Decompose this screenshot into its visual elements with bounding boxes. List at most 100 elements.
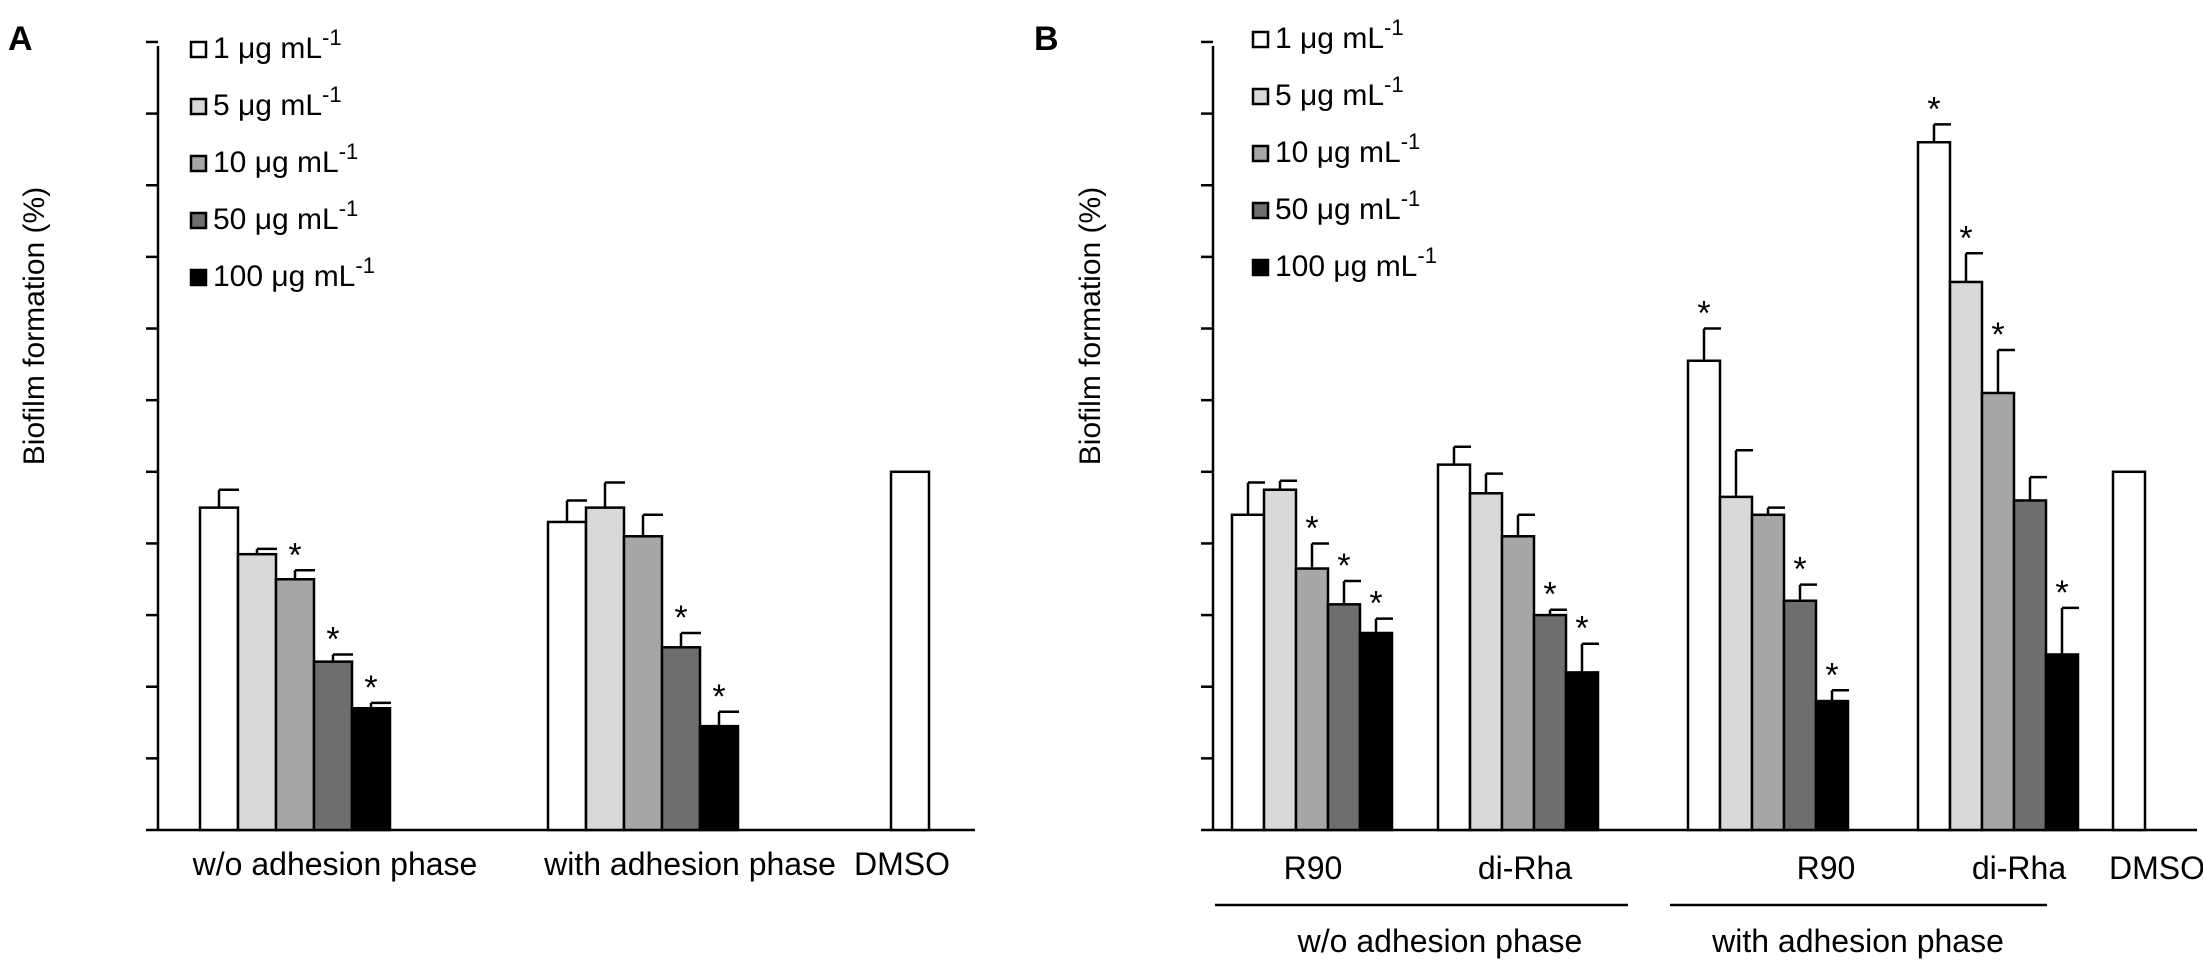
bar	[1532, 613, 1568, 832]
panel-a: A Biofilm formation (%) * * * * * 1 μg mL-1 5…	[8, 20, 975, 882]
bar	[1230, 513, 1266, 832]
y-ticks-b	[1201, 40, 1213, 832]
bar	[1750, 513, 1786, 832]
significance-star: *	[326, 620, 339, 658]
legend-label-superscript: -1	[339, 139, 359, 164]
bar	[236, 552, 278, 832]
bar	[1358, 631, 1394, 832]
panel-label-a: A	[8, 20, 33, 58]
legend-label: 1 μg mL-1	[213, 25, 342, 65]
significance-star: *	[1369, 585, 1382, 623]
bar	[622, 535, 664, 832]
legend-swatch	[1251, 30, 1270, 49]
legend-label-text: 100 μg mL	[213, 260, 355, 293]
bar	[584, 506, 626, 832]
panel-label-b: B	[1034, 20, 1059, 58]
y-axis-label-b: Biofilm formation (%)	[1074, 187, 1107, 465]
significance-star: *	[1793, 551, 1806, 589]
bar	[1686, 359, 1722, 832]
bracket-label: with adhesion phase	[1711, 923, 2004, 959]
legend-label: 100 μg mL-1	[1275, 243, 1437, 283]
legend-label-text: 10 μg mL	[1275, 136, 1401, 169]
legend-label: 50 μg mL-1	[213, 196, 358, 236]
bracket-label: w/o adhesion phase	[1297, 923, 1583, 959]
significance-star: *	[1991, 316, 2004, 354]
legend-label-superscript: -1	[1401, 129, 1421, 154]
bar	[274, 578, 316, 832]
group-label: di-Rha	[1972, 850, 2066, 886]
significance-star: *	[1305, 509, 1318, 547]
legend-swatch	[1251, 258, 1270, 277]
legend-label-text: 50 μg mL	[1275, 193, 1401, 226]
bar	[1500, 535, 1536, 832]
legend-swatch	[189, 97, 208, 116]
legend-label: 100 μg mL-1	[213, 253, 375, 293]
bar	[312, 660, 354, 832]
legend-label-superscript: -1	[339, 196, 359, 221]
significance-star: *	[288, 536, 301, 574]
group-label: with adhesion phase	[543, 846, 836, 882]
legend-label-superscript: -1	[1417, 243, 1437, 268]
bar	[2012, 499, 2048, 832]
bar	[1916, 141, 1952, 832]
group-label: DMSO	[2109, 850, 2203, 886]
bar	[2044, 653, 2080, 832]
y-axis-label-a: Biofilm formation (%)	[18, 187, 51, 465]
bar	[698, 724, 740, 832]
significance-star: *	[1337, 547, 1350, 585]
legend-label: 1 μg mL-1	[1275, 15, 1404, 55]
legend-label-superscript: -1	[322, 82, 342, 107]
legend-label-text: 10 μg mL	[213, 146, 339, 179]
legend-swatch	[189, 154, 208, 173]
legend-label-superscript: -1	[322, 25, 342, 50]
legend-label: 5 μg mL-1	[1275, 72, 1404, 112]
bar	[1294, 567, 1330, 832]
significance-star: *	[1697, 295, 1710, 333]
significance-star: *	[1825, 656, 1838, 694]
legend-label-text: 1 μg mL	[1275, 22, 1384, 55]
legend-label: 10 μg mL-1	[213, 139, 358, 179]
bar	[660, 646, 702, 832]
bar	[1782, 599, 1818, 832]
legend-label-text: 50 μg mL	[213, 203, 339, 236]
significance-star: *	[1927, 90, 1940, 128]
legend-swatch	[1251, 201, 1270, 220]
legend-label: 5 μg mL-1	[213, 82, 342, 122]
legend-label-superscript: -1	[1384, 15, 1404, 40]
legend-label-superscript: -1	[1401, 186, 1421, 211]
significance-star: *	[674, 599, 687, 637]
bar	[889, 470, 931, 832]
legend-b: 1 μg mL-15 μg mL-110 μg mL-150 μg mL-110…	[1251, 15, 1437, 283]
significance-star: *	[1959, 219, 1972, 257]
bar	[198, 506, 240, 832]
bars-b: * * * * * * * * * * * *	[1230, 90, 2147, 832]
legend-label-superscript: -1	[1384, 72, 1404, 97]
significance-star: *	[364, 669, 377, 707]
significance-star: *	[1575, 610, 1588, 648]
y-ticks-a	[146, 40, 158, 832]
group-label: w/o adhesion phase	[192, 846, 478, 882]
significance-star: *	[1543, 576, 1556, 614]
legend-swatch	[189, 268, 208, 287]
bar	[2111, 470, 2147, 832]
bar	[1262, 488, 1298, 832]
legend-swatch	[1251, 144, 1270, 163]
bar	[1814, 699, 1850, 832]
bar	[1948, 280, 1984, 832]
legend-swatch	[189, 40, 208, 59]
bar	[350, 706, 392, 832]
bar	[546, 520, 588, 832]
bar	[1468, 492, 1504, 832]
significance-star: *	[2055, 574, 2068, 612]
bar	[1980, 391, 2016, 832]
significance-star: *	[712, 678, 725, 716]
legend-a: 1 μg mL-15 μg mL-110 μg mL-150 μg mL-110…	[189, 25, 375, 293]
bars-a: * * * * *	[198, 470, 931, 832]
bar	[1564, 671, 1600, 832]
legend-label-superscript: -1	[355, 253, 375, 278]
legend-label-text: 5 μg mL	[1275, 79, 1384, 112]
legend-swatch	[1251, 87, 1270, 106]
legend-label-text: 100 μg mL	[1275, 250, 1417, 283]
legend-label: 10 μg mL-1	[1275, 129, 1420, 169]
